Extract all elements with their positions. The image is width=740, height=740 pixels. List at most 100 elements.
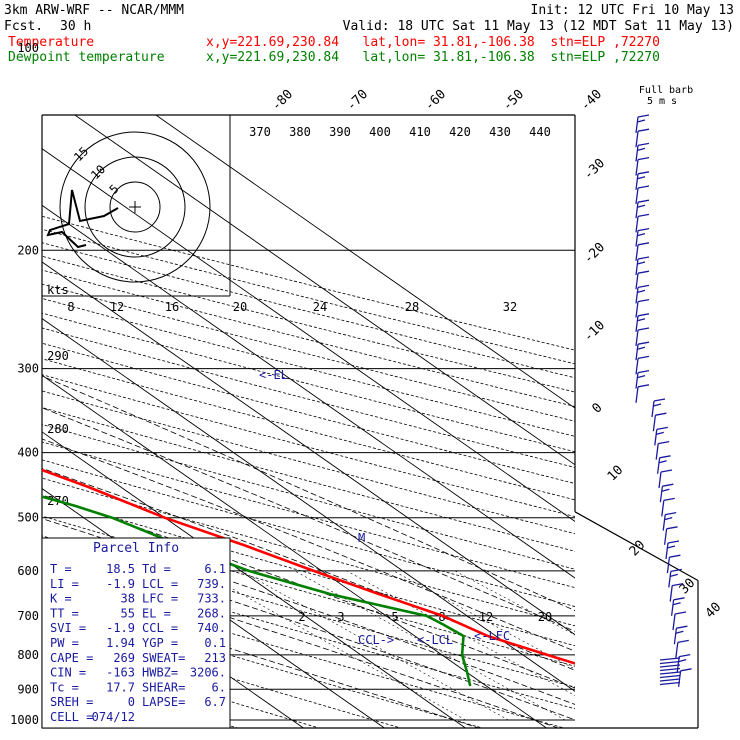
isotherm-label: -30 <box>581 156 608 183</box>
wind-barb <box>670 599 675 616</box>
theta-label: 390 <box>329 125 351 139</box>
parcel-param-value: 268. <box>197 606 226 620</box>
wind-barb <box>662 514 666 531</box>
el-label: <-EL <box>259 368 288 382</box>
theta-label: 420 <box>449 125 471 139</box>
pressure-tick-label: 300 <box>17 362 39 376</box>
pressure-tick-label: 600 <box>17 564 39 578</box>
wind-barb <box>658 460 667 464</box>
pressure-tick-label: 500 <box>17 511 39 525</box>
dry-adiabat <box>42 228 575 365</box>
mixing-ratio-label: 2 <box>298 610 305 624</box>
wind-barb <box>656 426 668 431</box>
wind-barb <box>637 114 650 118</box>
parcel-param-name: YGP = <box>142 636 178 650</box>
valid-time: Valid: 18 UTC Sat 11 May 13 (12 MDT Sat … <box>342 19 734 34</box>
wind-barb <box>635 344 639 361</box>
wind-barb <box>635 358 639 375</box>
wind-barb <box>635 273 639 290</box>
dry-adiabat <box>42 459 575 607</box>
isotherm-label: 10 <box>605 463 627 485</box>
pressure-tick-label: 200 <box>17 243 39 257</box>
theta-label: 410 <box>409 125 431 139</box>
parcel-param-name: EL = <box>142 606 171 620</box>
wind-barb <box>661 488 670 492</box>
parcel-info-box: Parcel Info T = 18.5 Td = 6.1 LI = -1.9 LCL = 73… <box>41 537 231 729</box>
wind-barb <box>637 341 650 345</box>
hodograph-trace <box>46 189 119 249</box>
wind-barb <box>670 573 678 578</box>
parcel-param-name: SWEAT= <box>142 651 185 665</box>
wind-barb <box>659 486 664 503</box>
hodo-ring <box>84 156 186 258</box>
mixing-ratio-line <box>294 570 566 721</box>
parcel-param-name: SHEAR= <box>142 680 185 694</box>
pressure-tick-label: 900 <box>17 682 39 696</box>
mixing-ratio-line <box>200 570 466 721</box>
pressure-tick-label: 800 <box>17 648 39 662</box>
isotherm-line <box>42 261 575 636</box>
wind-barb <box>668 571 672 588</box>
init-time: Init: 12 UTC Fri 10 May 13 <box>530 3 735 18</box>
wind-barb <box>667 545 676 549</box>
wind-barb <box>637 232 646 237</box>
wind-barb <box>659 674 681 679</box>
dry-adiabat <box>42 298 575 437</box>
hodo-speed-label: 8 <box>67 300 74 314</box>
wind-barb <box>654 429 658 446</box>
wind-barb <box>675 642 679 659</box>
mixing-ratio-label: 20 <box>538 610 552 624</box>
hodo-speed-label: 28 <box>405 300 419 314</box>
wind-barb <box>637 289 646 294</box>
isotherm-line <box>42 148 575 522</box>
wind-barb <box>655 443 659 460</box>
isotherm-label: -70 <box>344 87 371 114</box>
wind-barb <box>635 329 639 347</box>
wind-barb <box>637 374 646 379</box>
parcel-param-value: 269 <box>113 651 135 665</box>
mixing-ratio-label: 3 <box>337 610 344 624</box>
parcel-param-value: 6. <box>212 680 226 694</box>
wind-barb <box>666 526 678 530</box>
parcel-param-value: 213 <box>204 651 226 665</box>
wind-barb <box>635 216 639 233</box>
pressure-tick-label: 700 <box>17 609 39 623</box>
parcel-param-value: 55 <box>121 606 135 620</box>
parcel-param-name: CIN = <box>50 666 86 680</box>
pressure-tick-label: 100 <box>17 41 39 55</box>
wind-barb <box>659 678 681 682</box>
parcel-info-title: Parcel Info <box>93 541 179 556</box>
parcel-param-value: 0.1 <box>204 636 226 650</box>
dewpoint-legend: Dewpoint temperature <box>8 50 165 65</box>
parcel-param-value: 740. <box>197 621 226 635</box>
wind-barb <box>637 318 646 322</box>
forecast-label: Fcst. <box>4 19 44 34</box>
wind-barb <box>637 256 650 260</box>
parcel-param-name: SREH = <box>50 695 93 709</box>
isotherm-label: -60 <box>422 87 449 114</box>
full-barb-label: Full barb <box>639 85 693 96</box>
temperature-location: x,y=221.69,230.84 lat,lon= 31.81,-106.38… <box>206 35 660 50</box>
dry-adiabat <box>42 255 575 393</box>
hodo-speed-label: 20 <box>233 300 247 314</box>
wind-barb <box>637 355 650 360</box>
theta-label: 430 <box>489 125 511 139</box>
wind-barb <box>663 497 675 502</box>
dry-adiabat <box>42 312 575 453</box>
wind-barb <box>672 613 676 631</box>
wind-barb <box>637 147 646 152</box>
wind-barb <box>653 398 666 402</box>
dry-adiabat <box>42 555 575 710</box>
wind-barb <box>637 128 650 132</box>
parcel-param-name: Td = <box>142 562 171 576</box>
wind-barb <box>635 287 639 304</box>
parcel-levels: <-EL CCL-> <-LCL <-LFC M <box>259 368 510 647</box>
theta-label: 290 <box>47 349 69 363</box>
parcel-param-value: 6.7 <box>204 695 226 709</box>
wind-barb <box>655 412 667 416</box>
hodo-speed-label: 32 <box>503 300 517 314</box>
wind-barb <box>635 244 639 261</box>
right-axis-kink <box>574 511 699 582</box>
